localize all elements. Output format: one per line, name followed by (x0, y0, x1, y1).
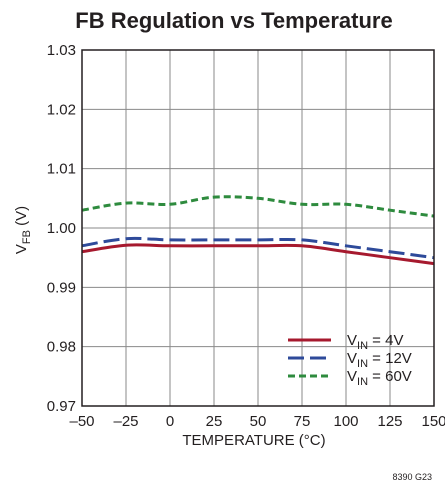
x-tick-label: 75 (294, 413, 311, 430)
y-axis-label-main: V (13, 244, 30, 254)
legend-label-main: V (347, 368, 357, 385)
legend-label-main: V (347, 332, 357, 349)
x-tick-label: 50 (250, 413, 267, 430)
y-tick-label: 0.97 (47, 398, 76, 415)
y-axis-label-sub: FB (21, 230, 33, 244)
legend-label-main: V (347, 350, 357, 367)
x-tick-label: 125 (377, 413, 402, 430)
y-tick-label: 0.99 (47, 279, 76, 296)
y-tick-label: 1.02 (47, 101, 76, 118)
y-tick-label: 1.00 (47, 220, 76, 237)
legend-label-rest: = 4V (368, 332, 403, 349)
legend-label-rest: = 60V (368, 368, 412, 385)
legend-label-sub: IN (357, 376, 368, 388)
legend-label-rest: = 12V (368, 350, 412, 367)
x-tick-label: 0 (166, 413, 174, 430)
figure-id: 8390 G23 (392, 472, 432, 482)
y-axis-label-unit: (V) (13, 206, 30, 230)
chart-title: FB Regulation vs Temperature (75, 8, 392, 33)
legend-label-2: VIN = 12V (347, 350, 412, 370)
legend-label-1: VIN = 4V (347, 332, 403, 352)
x-tick-labels: –50 –25 0 25 50 75 100 125 150 (69, 413, 445, 430)
x-tick-label: –25 (113, 413, 138, 430)
y-tick-labels: 0.97 0.98 0.99 1.00 1.01 1.02 1.03 (47, 42, 76, 415)
x-tick-label: 150 (421, 413, 445, 430)
x-tick-label: 100 (333, 413, 358, 430)
y-tick-label: 1.03 (47, 42, 76, 59)
x-tick-label: 25 (206, 413, 223, 430)
y-axis-label: VFB (V) (13, 206, 33, 254)
y-tick-label: 1.01 (47, 161, 76, 178)
y-tick-label: 0.98 (47, 339, 76, 356)
legend-label-3: VIN = 60V (347, 368, 412, 388)
x-tick-label: –50 (69, 413, 94, 430)
x-axis-label: TEMPERATURE (°C) (182, 432, 325, 449)
legend-label-sub: IN (357, 340, 368, 352)
legend-label-sub: IN (357, 358, 368, 370)
